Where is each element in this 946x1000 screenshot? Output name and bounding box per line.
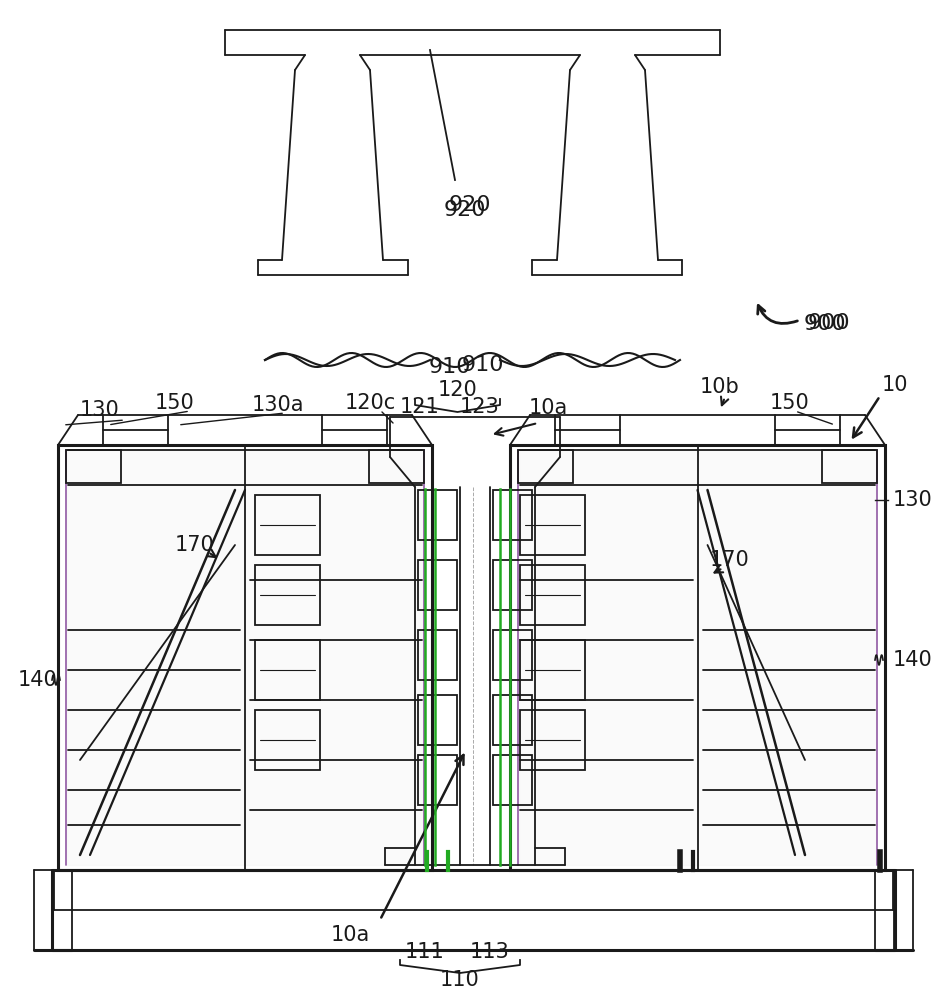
Text: 10b: 10b: [700, 377, 740, 397]
Bar: [493, 755, 532, 805]
Bar: [822, 450, 877, 483]
Text: 113: 113: [470, 942, 510, 962]
Text: 910: 910: [462, 355, 504, 375]
Bar: [520, 710, 585, 770]
Text: 120c: 120c: [344, 393, 395, 413]
Bar: [418, 695, 457, 745]
Text: 120: 120: [438, 380, 478, 400]
Text: 910: 910: [429, 357, 471, 377]
Text: 150: 150: [155, 393, 195, 413]
Bar: [255, 710, 320, 770]
Bar: [255, 495, 320, 555]
Text: 920: 920: [448, 195, 491, 215]
Text: 150: 150: [770, 393, 810, 413]
Text: 111: 111: [405, 942, 445, 962]
Bar: [518, 450, 573, 483]
Bar: [510, 445, 885, 870]
Text: 130: 130: [893, 490, 933, 510]
Text: 170: 170: [175, 535, 215, 555]
Text: 130: 130: [80, 400, 120, 420]
Text: 123: 123: [460, 397, 499, 417]
Bar: [493, 490, 532, 540]
Bar: [520, 495, 585, 555]
Text: 10a: 10a: [529, 398, 568, 418]
Text: 170: 170: [710, 550, 750, 570]
Text: 900: 900: [808, 313, 850, 333]
Bar: [418, 755, 457, 805]
Text: 10a: 10a: [330, 925, 370, 945]
Text: 140: 140: [893, 650, 933, 670]
Text: 130a: 130a: [252, 395, 305, 415]
Text: 10: 10: [882, 375, 908, 395]
Bar: [493, 695, 532, 745]
Text: 900: 900: [804, 314, 847, 334]
Text: 110: 110: [440, 970, 480, 990]
Text: 920: 920: [444, 200, 486, 220]
Bar: [493, 630, 532, 680]
Text: 140: 140: [18, 670, 58, 690]
Bar: [58, 445, 432, 870]
Bar: [520, 565, 585, 625]
Bar: [255, 565, 320, 625]
Bar: [418, 490, 457, 540]
Bar: [493, 560, 532, 610]
Text: 121: 121: [400, 397, 440, 417]
Bar: [418, 560, 457, 610]
Bar: [418, 630, 457, 680]
Bar: [255, 640, 320, 700]
Bar: [66, 450, 121, 483]
Bar: [369, 450, 424, 483]
Bar: [520, 640, 585, 700]
